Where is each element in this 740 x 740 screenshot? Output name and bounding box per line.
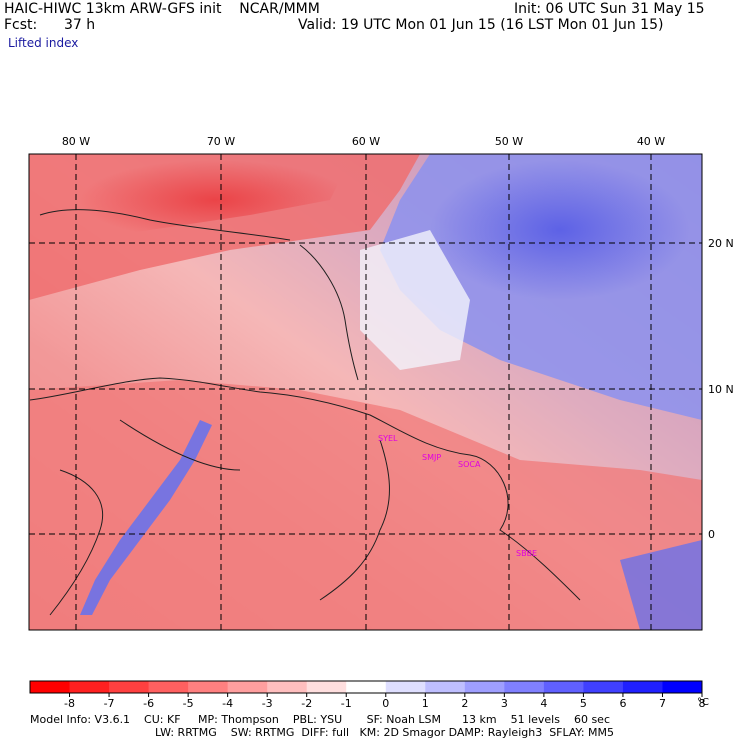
model-info-line-2: LW: RRTMG SW: RRTMG DIFF: full KM: 2D Sm… (155, 726, 615, 739)
southeast-stable-area (620, 540, 702, 630)
colorbar-bin (662, 681, 703, 693)
neutral-band (360, 230, 470, 370)
lesser-antilles-outline (299, 244, 359, 381)
station-labels: SYEL SMJP SOCA SBBE (378, 434, 537, 558)
colorbar-tick-label: 4 (540, 697, 547, 710)
colorbar-tick-label: -2 (301, 697, 312, 710)
atlantic-stable-core (430, 160, 690, 300)
colorbar-bin (464, 681, 505, 693)
andes-stable-strip (80, 420, 212, 615)
colorbar-tick-label: -4 (222, 697, 233, 710)
colorbar-tick-label: 7 (659, 697, 666, 710)
colorbar-unit: °C (697, 697, 709, 708)
colorbar-tick-label: -1 (341, 697, 352, 710)
station-syel: SYEL (378, 434, 398, 443)
colorbar-bin (425, 681, 466, 693)
valid-time: Valid: 19 UTC Mon 01 Jun 15 (16 LST Mon … (298, 17, 664, 33)
colorbar-tick-label: -3 (262, 697, 273, 710)
coastlines (29, 209, 581, 616)
lon-label-70w: 70 W (207, 135, 235, 148)
colorbar-bin (543, 681, 584, 693)
lon-label-80w: 80 W (62, 135, 90, 148)
colorbar-tick-label: -6 (143, 697, 154, 710)
venezuela-border (119, 419, 241, 471)
model-info-line-1: Model Info: V3.6.1 CU: KF MP: Thompson P… (30, 713, 610, 726)
lon-label-40w: 40 W (637, 135, 665, 148)
caribbean-core (80, 160, 350, 240)
lat-label-0: 0 (708, 528, 715, 541)
forecast-hour: 37 h (64, 17, 96, 33)
colorbar-bin (504, 681, 545, 693)
greater-antilles-outline (39, 209, 291, 241)
pacific-coast (49, 469, 104, 616)
lat-label-10n: 10 N (708, 383, 734, 396)
lon-label-50w: 50 W (495, 135, 523, 148)
lon-label-60w: 60 W (352, 135, 380, 148)
colorbar-tick-label: 8 (699, 697, 706, 710)
colorbar-frame (29, 680, 703, 694)
station-soca: SOCA (458, 460, 481, 469)
colorbar-bin (622, 681, 663, 693)
colorbar-bin (109, 681, 150, 693)
field-name: Lifted index (8, 36, 79, 50)
map-frame (28, 153, 703, 631)
colorbar-tick-label: 5 (580, 697, 587, 710)
south-america-coast (29, 377, 581, 601)
colorbar-tick-label: -7 (104, 697, 115, 710)
colorbar-bin (69, 681, 110, 693)
guiana-border (319, 439, 390, 601)
colorbar-bin (385, 681, 426, 693)
lat-lon-grid (29, 154, 702, 630)
plot-title: HAIC-HIWC 13km ARW-GFS init NCAR/MMM (4, 1, 320, 17)
colorbar-tick-label: 6 (619, 697, 626, 710)
colorbar-bin (148, 681, 189, 693)
lat-label-20n: 20 N (708, 237, 734, 250)
colorbar-tick-label: -5 (183, 697, 194, 710)
station-sbbe: SBBE (516, 549, 537, 558)
colorbar-bin (267, 681, 308, 693)
forecast-label: Fcst: (4, 17, 38, 33)
station-smjp: SMJP (422, 453, 441, 462)
colorbar-tick-label: 2 (461, 697, 468, 710)
colorbar-bin (306, 681, 347, 693)
colorbar-tick-label: 0 (382, 697, 389, 710)
colorbar-tick-label: 3 (501, 697, 508, 710)
colorbar-tick-label: -8 (64, 697, 75, 710)
colorbar-bin (188, 681, 229, 693)
colorbar-tick-label: 1 (422, 697, 429, 710)
colorbar-bin (30, 681, 71, 693)
colorbar-bin (346, 681, 387, 693)
init-time: Init: 06 UTC Sun 31 May 15 (514, 1, 705, 17)
colorbar-bin (583, 681, 624, 693)
colorbar-bin (227, 681, 268, 693)
colorbar: -8 -7 -6 -5 -4 -3 -2 -1 0 1 2 3 4 5 6 7 8°C (29, 680, 709, 710)
axis-labels: 80 W 70 W 60 W 50 W 40 W 20 N 10 N 0 (62, 135, 734, 541)
